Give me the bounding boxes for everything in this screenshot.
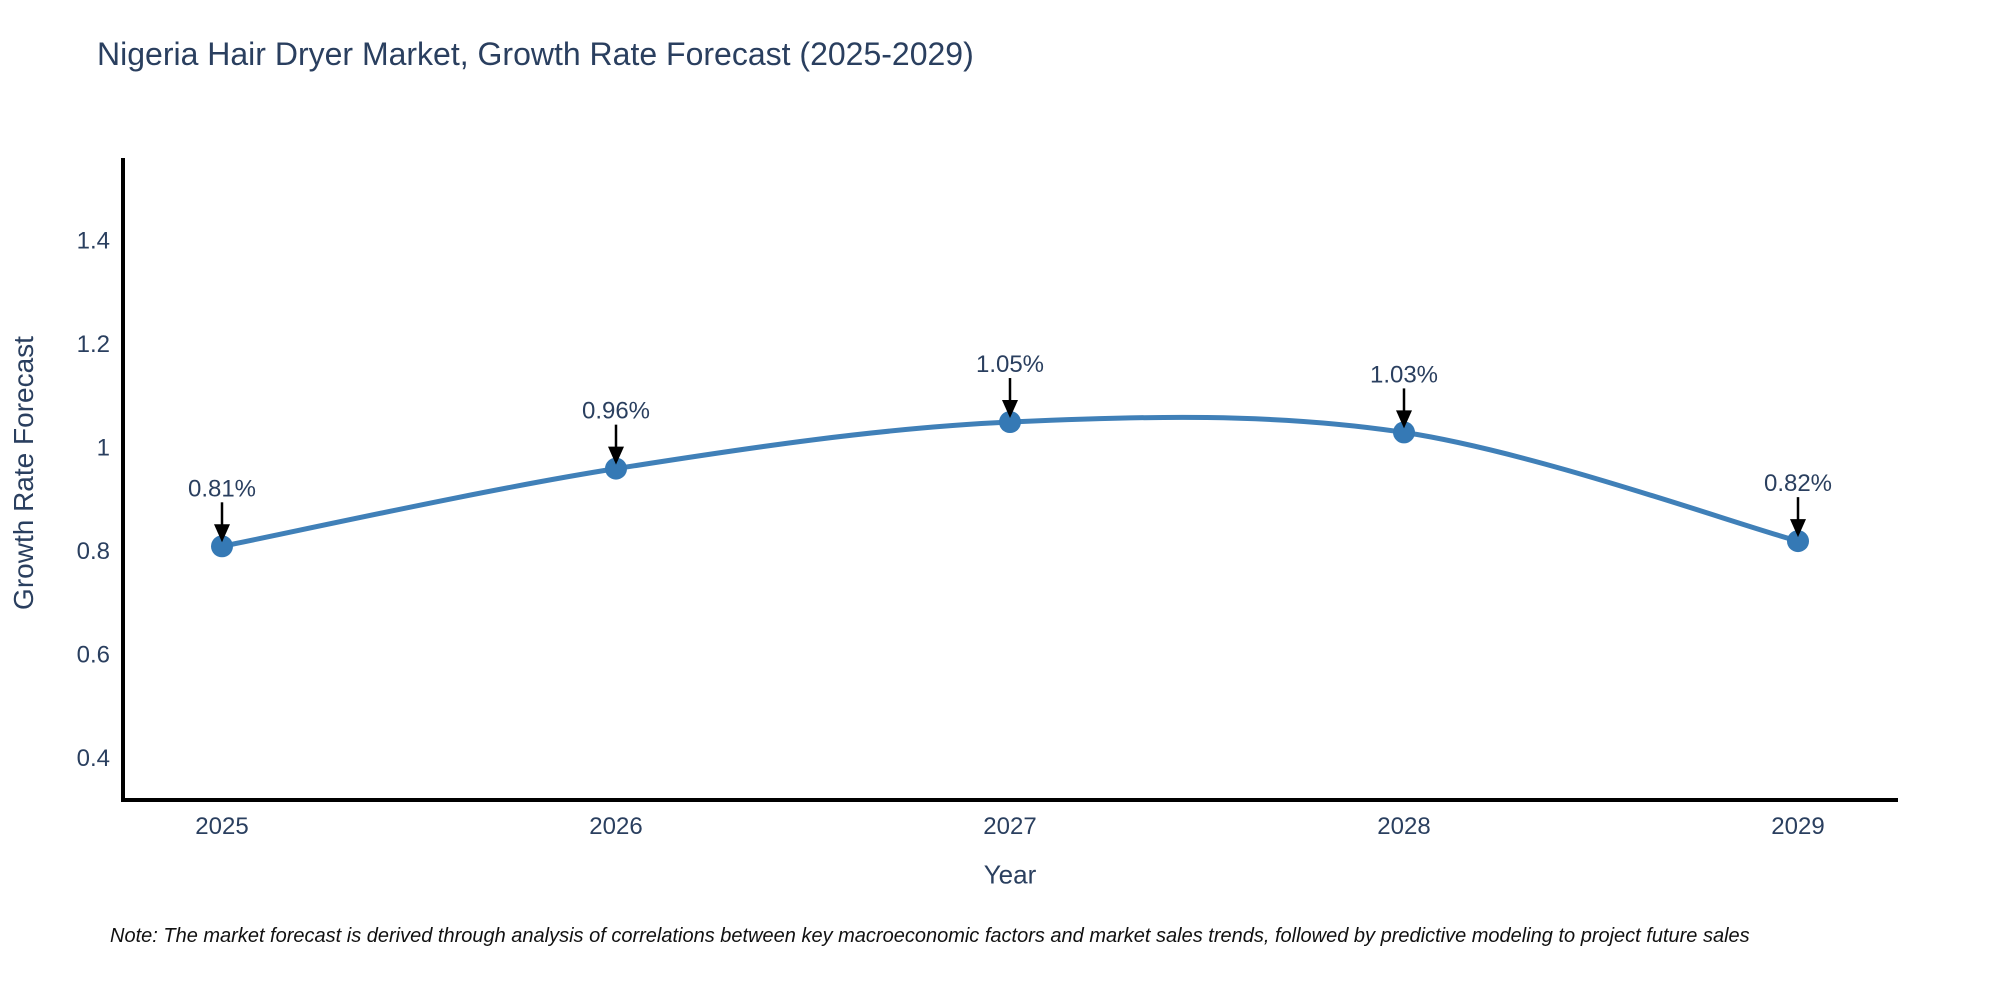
annotation-arrowhead [214,524,230,543]
annotation-arrowhead [1396,410,1412,429]
x-tick-label: 2025 [195,813,248,840]
x-tick-label: 2026 [589,813,642,840]
annotation-arrowhead [608,446,624,465]
annotation-label: 0.96% [582,398,650,425]
annotation-label: 0.82% [1764,470,1832,497]
annotation-arrowhead [1002,400,1018,419]
data-point-marker [211,535,233,558]
footnote: Note: The market forecast is derived thr… [110,925,1750,947]
data-point-marker [999,411,1021,434]
y-tick-label: 0.6 [77,642,110,669]
data-point-marker [605,457,627,480]
chart-title: Nigeria Hair Dryer Market, Growth Rate F… [97,36,974,72]
y-tick-label: 1 [97,434,110,461]
y-tick-label: 1.4 [77,227,110,254]
data-point-marker [1787,530,1809,553]
annotation-label: 0.81% [188,475,256,502]
data-point-marker [1393,421,1415,444]
y-tick-label: 0.4 [77,745,110,772]
x-axis-line [121,798,1898,802]
x-tick-label: 2028 [1377,813,1430,840]
annotation-arrowhead [1790,519,1806,538]
x-tick-label: 2027 [983,813,1036,840]
y-axis-line [121,158,125,802]
x-axis-title: Year [983,859,1037,890]
annotation-label: 1.05% [976,351,1044,378]
x-tick-label: 2029 [1771,813,1824,840]
y-tick-label: 1.2 [77,331,110,358]
y-tick-label: 0.8 [77,538,110,565]
annotation-label: 1.03% [1370,361,1438,388]
series-line [219,414,1801,549]
